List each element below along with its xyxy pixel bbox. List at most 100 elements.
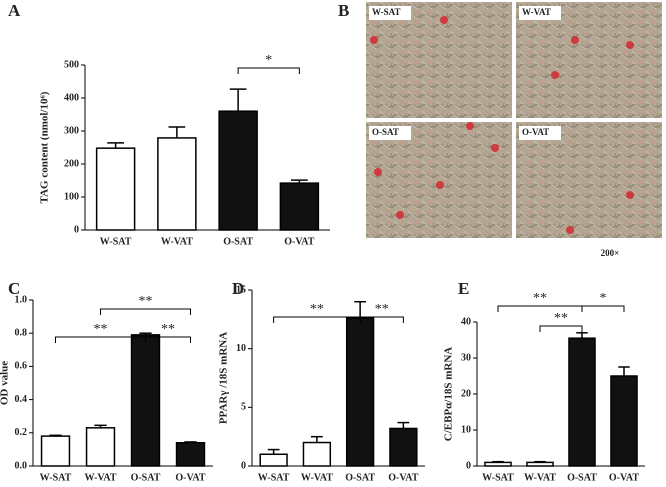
bar <box>130 334 161 467</box>
y-tick-label: 0.6 <box>15 361 28 372</box>
panel-label: A <box>8 1 21 20</box>
x-tick-label: O-SAT <box>567 472 597 483</box>
x-tick-label: O-VAT <box>175 472 206 483</box>
stain <box>626 41 634 49</box>
significance-label: * <box>265 53 272 68</box>
x-tick-label: O-VAT <box>609 472 640 483</box>
bar <box>484 461 512 467</box>
x-tick-label: W-SAT <box>482 472 514 483</box>
y-tick-label: 300 <box>64 125 79 136</box>
image-label-box <box>519 126 561 140</box>
y-tick-label: 5 <box>241 402 246 413</box>
y-axis-label: TAG content (nmol/10⁶) <box>39 91 51 203</box>
y-tick-label: 0 <box>74 224 79 235</box>
bar <box>568 337 596 467</box>
significance-bracket <box>145 336 191 343</box>
y-tick-label: 0 <box>466 460 471 471</box>
y-tick-label: 0.2 <box>15 427 28 438</box>
y-tick-label: 0.4 <box>15 394 28 405</box>
stain-spots <box>370 16 448 44</box>
stain-spots <box>566 191 634 234</box>
micrograph <box>516 122 662 238</box>
stain <box>440 16 448 24</box>
bar <box>610 375 638 467</box>
image-label: O-VAT <box>522 127 549 137</box>
x-tick-label: W-SAT <box>40 472 72 483</box>
micrograph <box>516 2 662 118</box>
significance-label: ** <box>139 294 153 309</box>
significance-label: ** <box>94 322 108 337</box>
image-label: W-SAT <box>372 7 401 17</box>
stain-spots <box>374 122 499 219</box>
significance-label: ** <box>554 311 568 326</box>
panel-label: E <box>458 279 469 298</box>
magnification: 200× <box>601 248 620 258</box>
significance-label: ** <box>375 302 389 317</box>
bar <box>85 427 116 467</box>
y-tick-label: 20 <box>461 388 471 399</box>
y-tick-label: 500 <box>64 59 79 70</box>
image-label-box <box>519 6 561 20</box>
y-tick-label: 40 <box>461 316 471 327</box>
stain <box>396 211 404 219</box>
x-tick-label: W-VAT <box>301 472 333 483</box>
micrograph <box>366 2 512 118</box>
stain-spots <box>551 36 634 79</box>
panel-label: C <box>8 279 20 298</box>
y-tick-label: 30 <box>461 352 471 363</box>
significance-bracket <box>497 305 583 312</box>
y-tick-label: 100 <box>64 191 79 202</box>
x-tick-label: O-SAT <box>131 472 161 483</box>
stain <box>370 36 378 44</box>
bar <box>279 182 320 231</box>
bar <box>40 435 71 467</box>
significance-bracket <box>100 308 191 315</box>
x-tick-label: O-SAT <box>345 472 375 483</box>
stain <box>374 168 382 176</box>
y-tick-label: 400 <box>64 92 79 103</box>
y-axis-label: PPARγ /18S mRNA <box>218 332 230 424</box>
y-tick-label: 200 <box>64 158 79 169</box>
y-tick-label: 0 <box>241 460 246 471</box>
significance-label: ** <box>533 291 547 306</box>
x-tick-label: W-VAT <box>524 472 556 483</box>
image-label: W-VAT <box>522 7 551 17</box>
stain <box>566 226 574 234</box>
y-tick-label: 0.0 <box>15 460 28 471</box>
bar <box>302 441 332 467</box>
stain <box>571 36 579 44</box>
bar <box>175 442 206 467</box>
significance-label: ** <box>161 322 175 337</box>
y-tick-label: 10 <box>236 343 246 354</box>
x-tick-label: W-VAT <box>161 236 193 247</box>
significance-bracket <box>237 67 300 74</box>
y-tick-label: 1.0 <box>15 294 28 305</box>
y-axis-label: OD value <box>0 361 11 405</box>
stain <box>551 71 559 79</box>
bar <box>95 147 136 231</box>
significance-bracket <box>539 325 583 332</box>
significance-bracket <box>359 316 404 323</box>
significance-label: ** <box>310 302 324 317</box>
bar <box>259 453 288 467</box>
significance-bracket <box>581 305 625 312</box>
panel-label: D <box>232 279 244 298</box>
micrograph <box>366 122 512 238</box>
stain <box>491 144 499 152</box>
y-tick-label: 0.8 <box>15 327 28 338</box>
x-tick-label: W-SAT <box>258 472 290 483</box>
y-tick-label: 10 <box>461 424 471 435</box>
stain <box>436 181 444 189</box>
bar <box>157 137 197 231</box>
panel-label: B <box>338 1 349 20</box>
y-axis-label: C/EBPα/18S mRNA <box>443 347 455 442</box>
image-label-box <box>369 126 411 140</box>
bar <box>526 461 554 467</box>
stain <box>626 191 634 199</box>
x-tick-label: W-SAT <box>100 236 132 247</box>
bar <box>218 110 258 231</box>
bar <box>345 317 375 467</box>
x-tick-label: W-VAT <box>84 472 116 483</box>
image-label-box <box>369 6 411 20</box>
